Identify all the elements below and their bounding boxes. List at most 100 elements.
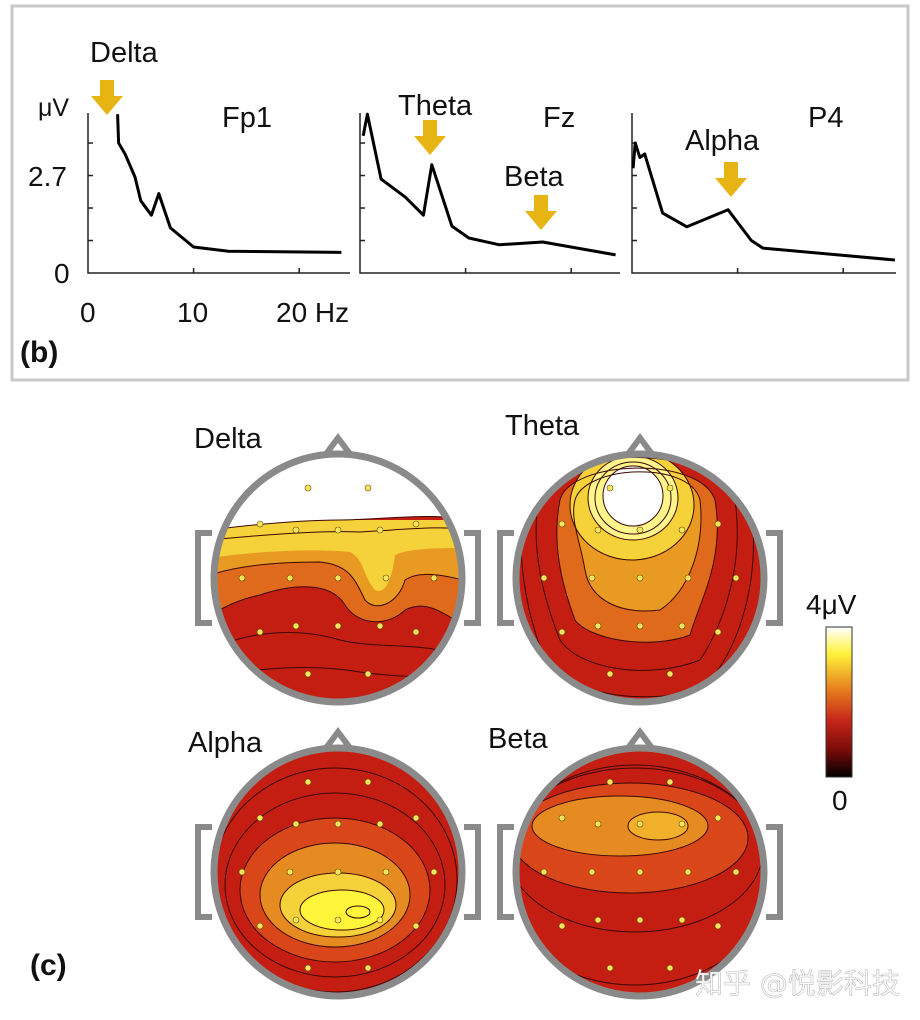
electrode-dot	[304, 778, 312, 786]
electrode-dot	[558, 520, 566, 528]
spectra-panel	[87, 80, 896, 274]
electrode-dot	[334, 622, 342, 630]
electrode-dot	[678, 820, 686, 828]
electrode-dot	[666, 670, 674, 678]
electrode-dot	[334, 916, 342, 924]
electrode-dot	[636, 622, 644, 630]
electrode-dot	[714, 814, 722, 822]
electrode-dot	[286, 574, 294, 582]
electrode-dot	[732, 574, 740, 582]
electrode-dot	[540, 574, 548, 582]
watermark: 知乎 @悦影科技	[695, 967, 900, 1000]
electrode-dot	[376, 526, 384, 534]
electrode-dot	[588, 574, 596, 582]
electrode-dot	[606, 484, 614, 492]
electrode-dot	[292, 820, 300, 828]
electrode-dot	[376, 916, 384, 924]
electrode-dot	[678, 622, 686, 630]
electrode-dot	[304, 484, 312, 492]
electrode-dot	[636, 526, 644, 534]
electrode-dot	[292, 622, 300, 630]
electrode-dot	[666, 964, 674, 972]
electrode-dot	[594, 820, 602, 828]
electrode-dot	[364, 964, 372, 972]
axis-fz	[359, 113, 620, 274]
arrow-down-icon	[91, 80, 123, 115]
electrode-dot	[558, 628, 566, 636]
electrode-dot	[594, 526, 602, 534]
electrode-dot	[636, 868, 644, 876]
electrode-dot	[606, 670, 614, 678]
electrode-dot	[666, 484, 674, 492]
panel-b-label: (b)	[20, 336, 58, 369]
electrode-dot	[412, 922, 420, 930]
electrode-dot	[606, 778, 614, 786]
fp1-title: Fp1	[222, 102, 272, 134]
electrode-dot	[594, 916, 602, 924]
electrode-dot	[334, 820, 342, 828]
spectrum-line-fz	[361, 112, 616, 257]
electrode-dot	[256, 814, 264, 822]
electrode-dot	[334, 526, 342, 534]
head-outlines	[195, 433, 783, 920]
beta-topomap	[516, 748, 764, 996]
arrow-down-icon	[715, 162, 747, 197]
panel-c-label: (c)	[30, 949, 67, 982]
map-label-delta: Delta	[194, 423, 263, 455]
spectrum-line-fp1	[116, 114, 342, 254]
electrode-dot	[376, 820, 384, 828]
electrode-dot	[636, 916, 644, 924]
electrode-dot	[412, 814, 420, 822]
electrode-dot	[540, 868, 548, 876]
electrode-dot	[382, 574, 390, 582]
electrode-dot	[364, 670, 372, 678]
electrode-dot	[334, 868, 342, 876]
map-label-alpha: Alpha	[188, 727, 263, 759]
colorbar-max-label: 4μV	[806, 589, 857, 620]
colorbar	[825, 626, 853, 778]
electrode-dot	[636, 574, 644, 582]
electrode-dot	[558, 922, 566, 930]
electrode-dot	[606, 964, 614, 972]
electrode-dot	[714, 922, 722, 930]
y-tick-label: 2.7	[28, 161, 67, 192]
electrode-dot	[588, 868, 596, 876]
arrow-down-icon	[414, 120, 446, 155]
electrode-dot	[292, 916, 300, 924]
electrode-dot	[714, 628, 722, 636]
electrode-dot	[256, 922, 264, 930]
alpha-annotation: Alpha	[685, 125, 760, 157]
electrode-dot	[364, 484, 372, 492]
fz-title: Fz	[543, 102, 575, 134]
electrode-dot	[430, 868, 438, 876]
map-label-beta: Beta	[488, 723, 549, 755]
electrode-dot	[636, 820, 644, 828]
electrode-dot	[256, 628, 264, 636]
theta-topomap	[516, 454, 764, 702]
y-unit-label: μV	[38, 94, 69, 122]
y-tick-label: 0	[54, 258, 70, 289]
axis-fp1	[87, 113, 350, 274]
electrode-dot	[684, 574, 692, 582]
electrode-dot	[256, 520, 264, 528]
electrode-dot	[238, 574, 246, 582]
x-tick-label: 10	[177, 297, 208, 328]
colorbar-min-label: 0	[832, 785, 848, 816]
electrode-dot	[714, 520, 722, 528]
delta-annotation: Delta	[90, 37, 159, 69]
map-label-theta: Theta	[505, 410, 580, 442]
electrode-dot	[684, 868, 692, 876]
electrode-dot	[412, 520, 420, 528]
electrode-dot	[376, 622, 384, 630]
electrode-dot	[430, 574, 438, 582]
electrode-dot	[304, 964, 312, 972]
theta-annotation: Theta	[398, 90, 473, 122]
electrode-dot	[292, 526, 300, 534]
electrode-dots	[238, 484, 740, 972]
electrode-dot	[286, 868, 294, 876]
electrode-dot	[412, 628, 420, 636]
x-tick-label: 20 Hz	[276, 297, 349, 328]
electrode-dot	[238, 868, 246, 876]
electrode-dot	[334, 574, 342, 582]
